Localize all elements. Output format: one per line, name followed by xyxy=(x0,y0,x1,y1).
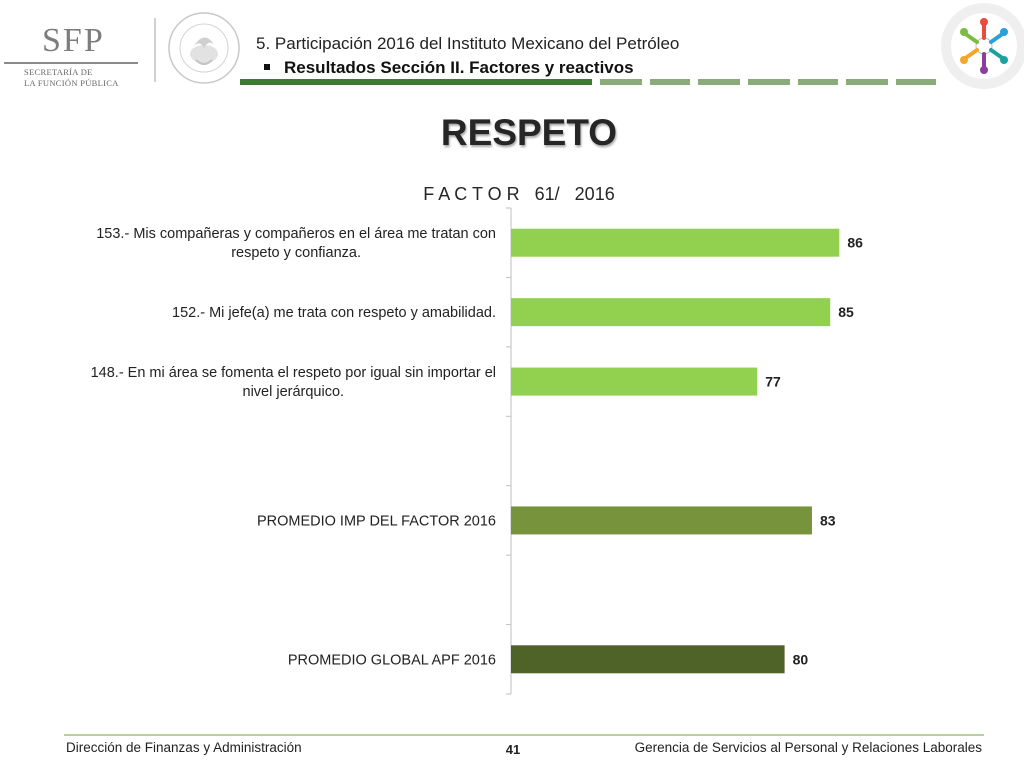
bar xyxy=(511,228,840,257)
page-number: 41 xyxy=(505,742,521,757)
data-label: 85 xyxy=(838,304,854,320)
page-title: RESPETO xyxy=(440,112,618,153)
bullet-icon xyxy=(264,63,270,70)
equality-norm-emblem-icon xyxy=(941,3,1024,89)
header-divider xyxy=(154,18,156,82)
header-subtitle-text: Resultados Sección II. Factores y reacti… xyxy=(284,58,634,77)
header-green-bar xyxy=(240,79,936,85)
category-label: 153.- Mis compañeras y compañeros en el … xyxy=(96,226,496,261)
data-label: 80 xyxy=(793,651,809,667)
footer-department: Dirección de Finanzas y Administración xyxy=(66,740,302,755)
footer-office: Gerencia de Servicios al Personal y Rela… xyxy=(634,740,982,755)
data-label: 77 xyxy=(765,374,781,390)
sfp-logo-rule xyxy=(4,62,138,64)
bar xyxy=(511,645,785,674)
bar xyxy=(511,506,812,535)
data-label: 86 xyxy=(847,235,863,251)
category-label: PROMEDIO GLOBAL APF 2016 xyxy=(288,652,496,668)
national-seal-icon xyxy=(168,12,240,84)
data-label: 83 xyxy=(820,512,836,528)
sfp-logo: SFP SECRETARÍA DE LA FUNCIÓN PÚBLICA xyxy=(4,20,139,90)
bar xyxy=(511,367,758,396)
sfp-logo-line2: LA FUNCIÓN PÚBLICA xyxy=(24,78,119,88)
chart-title: F A C T O R 61/ 2016 xyxy=(423,184,615,204)
bar xyxy=(511,298,831,327)
sfp-logo-line1: SECRETARÍA DE xyxy=(24,67,93,77)
footer-rule xyxy=(64,734,984,736)
category-label: PROMEDIO IMP DEL FACTOR 2016 xyxy=(257,513,496,529)
sfp-logo-text: SFP xyxy=(42,22,105,59)
header-title: 5. Participación 2016 del Instituto Mexi… xyxy=(256,34,680,53)
header-subtitle: Resultados Sección II. Factores y reacti… xyxy=(264,58,634,78)
category-label: 152.- Mi jefe(a) me trata con respeto y … xyxy=(172,305,496,321)
category-label: 148.- En mi área se fomenta el respeto p… xyxy=(91,365,496,400)
